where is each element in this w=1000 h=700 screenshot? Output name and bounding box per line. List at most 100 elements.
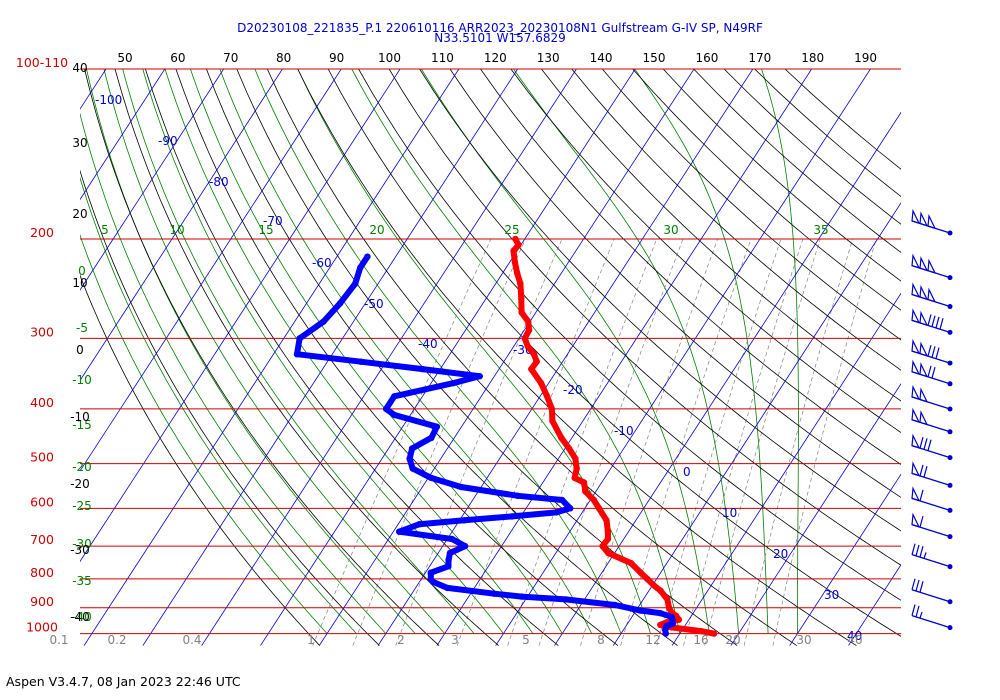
dewpoint-point — [490, 590, 498, 597]
temperature-point — [571, 474, 578, 482]
wind-barb — [911, 308, 953, 335]
dewpoint-point — [514, 492, 521, 499]
wind-barb-half — [923, 552, 927, 559]
dry-adiabat-line — [297, 69, 857, 646]
wind-barb-flag — [919, 546, 924, 558]
height-label: 40 — [72, 61, 87, 75]
mixing-ratio-line — [507, 238, 658, 646]
mixing-ratio-label: 16 — [693, 633, 708, 647]
moist-adiabat-label: 30 — [663, 223, 678, 237]
moist-adiabat-label: -35 — [72, 574, 92, 588]
top-axis-label: 170 — [748, 51, 771, 65]
dewpoint-point — [296, 335, 303, 342]
wind-barb — [911, 208, 953, 236]
isotherm-label: -80 — [209, 175, 229, 189]
height-label: -10 — [70, 410, 90, 424]
temperature-point — [521, 335, 528, 342]
dewpoint-point — [293, 351, 301, 358]
temperature-point — [518, 309, 525, 316]
mixing-ratio-line — [620, 238, 752, 646]
temperature-point — [697, 627, 705, 635]
temperature-point — [514, 270, 521, 277]
mixing-ratio-line — [352, 238, 526, 646]
dewpoint-point — [657, 609, 664, 617]
temperature-point — [604, 535, 612, 543]
temperature-point — [573, 465, 580, 472]
wind-barb-flag — [931, 315, 936, 327]
dry-adiabat-line — [540, 69, 901, 402]
moist-adiabat-label: 15 — [258, 223, 273, 237]
temperature-point — [605, 549, 612, 557]
temperature-point — [657, 621, 664, 629]
wind-barb — [911, 433, 953, 461]
isotherm-line — [80, 69, 107, 110]
isotherm-label: 40 — [847, 629, 862, 643]
top-axis-label: 130 — [537, 51, 560, 65]
dewpoint-point — [352, 280, 359, 287]
wind-barb-half — [919, 611, 923, 619]
isotherm-line — [612, 202, 901, 646]
temperature-point — [512, 235, 519, 243]
wind-barb-flag — [939, 318, 944, 330]
dry-adiabat-line — [449, 69, 901, 498]
wind-barbs — [911, 208, 953, 631]
isotherm-label: -10 — [614, 424, 634, 438]
wind-barb-pennant — [911, 486, 921, 502]
dry-adiabat-line — [723, 69, 901, 225]
moist-adiabat-label: 0 — [78, 264, 86, 278]
wind-barb-flag — [911, 543, 916, 555]
dry-adiabat-line — [84, 69, 440, 646]
mixing-ratio-label: 20 — [725, 633, 740, 647]
temperature-point — [515, 241, 522, 249]
dewpoint-point — [611, 601, 619, 609]
mixing-ratio-line — [683, 238, 804, 646]
moist-adiabat-line — [634, 69, 769, 634]
temperature-point — [664, 596, 671, 603]
dewpoint-point — [567, 505, 574, 512]
isotherm-line — [80, 69, 225, 291]
temperature-point — [603, 517, 610, 524]
dewpoint-point — [444, 584, 451, 592]
top-axis-label: 90 — [329, 51, 344, 65]
pressure-tick-label: 500 — [30, 450, 54, 465]
wind-barb-flag — [923, 466, 928, 478]
axis-labels: 100-1102003004005006007008009001000-100-… — [16, 51, 877, 647]
isotherm-line — [142, 69, 519, 646]
moist-adiabat-line — [351, 69, 681, 634]
isotherm-line — [318, 69, 695, 646]
dry-adiabat-line — [571, 69, 901, 371]
top-axis-label: 190 — [854, 51, 877, 65]
isotherm-line — [436, 69, 813, 646]
wind-barb-flag — [911, 578, 916, 590]
wind-barb-pennant — [911, 433, 921, 449]
dry-adiabat-line — [693, 69, 901, 253]
wind-barb — [911, 604, 953, 631]
wind-barb-pennant — [919, 387, 929, 403]
pressure-tick-label: 100-110 — [16, 55, 68, 70]
mixing-ratio-label: 12 — [645, 633, 660, 647]
moist-adiabat-label: -25 — [72, 499, 92, 513]
temperature-point — [572, 455, 579, 462]
wind-barb-pennant — [911, 308, 921, 324]
mixing-ratio-label: 2 — [397, 633, 405, 647]
temperature-point — [525, 318, 532, 325]
mixing-ratio-line — [395, 238, 563, 646]
wind-barb-flag — [915, 579, 920, 592]
mixing-ratio-line — [772, 238, 877, 646]
dry-adiabat-line — [419, 69, 901, 532]
mixing-ratio-line — [743, 238, 854, 646]
dry-adiabat-line — [480, 69, 901, 466]
isotherm-line — [80, 69, 166, 201]
wind-barb-flag — [911, 604, 916, 616]
wind-barb-flag — [927, 439, 932, 451]
moist-adiabat-line — [80, 234, 328, 634]
wind-barb-pennant — [927, 287, 937, 303]
temperature-point — [528, 365, 535, 373]
moist-adiabat-line — [122, 69, 475, 634]
temperature-point — [644, 575, 651, 583]
moist-adiabat-label: -30 — [72, 537, 92, 551]
wind-barb-flag — [919, 515, 924, 528]
dewpoint-point — [558, 496, 566, 504]
